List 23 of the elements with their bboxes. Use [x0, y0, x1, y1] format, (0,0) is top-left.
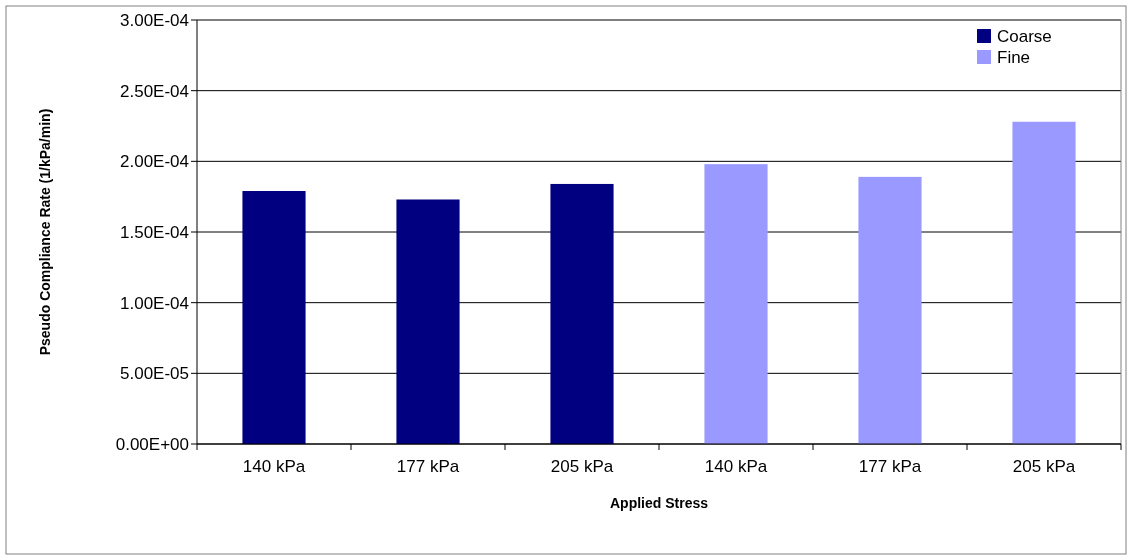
x-tick-label: 140 kPa — [704, 457, 768, 476]
y-tick-label: 1.50E-04 — [120, 222, 189, 242]
bar — [242, 191, 306, 444]
y-axis-title: Pseudo Compliance Rate (1/kPa/min) — [37, 108, 53, 356]
x-tick-label: 177 kPa — [396, 457, 460, 476]
bar — [1012, 121, 1076, 444]
legend-label: Fine — [997, 47, 1031, 67]
y-tick-label: 1.00E-04 — [120, 293, 189, 313]
y-tick-label: 5.00E-05 — [120, 364, 189, 384]
bar — [550, 183, 614, 444]
y-tick-label: 2.50E-04 — [120, 81, 189, 101]
bar — [704, 164, 768, 444]
x-tick-label: 205 kPa — [1012, 457, 1076, 476]
x-tick-label: 140 kPa — [242, 457, 306, 476]
x-tick-label: 205 kPa — [550, 457, 614, 476]
bar — [396, 199, 460, 444]
y-tick-label: 3.00E-04 — [120, 10, 189, 30]
x-axis-title: Applied Stress — [609, 495, 709, 511]
x-tick-label: 177 kPa — [858, 457, 922, 476]
y-tick-label: 0.00E+00 — [115, 434, 189, 454]
y-tick-label: 2.00E-04 — [120, 152, 189, 172]
legend-label: Coarse — [997, 26, 1052, 46]
bar — [858, 176, 922, 444]
